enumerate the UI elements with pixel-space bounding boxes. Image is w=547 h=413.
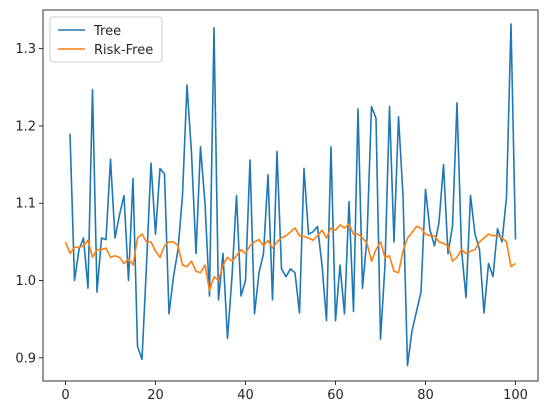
x-tick-label: 80 (417, 388, 434, 403)
x-tick-label: 100 (503, 388, 528, 403)
y-axis: 0.9 1.0 1.1 1.2 1.3 (15, 42, 43, 366)
series-line-risk-free (64, 223, 516, 292)
legend-box (49, 16, 163, 63)
x-tick-label: 20 (147, 388, 164, 403)
y-tick-label: 1.2 (15, 119, 36, 134)
y-tick-label: 0.9 (15, 351, 36, 366)
x-tick-label: 60 (327, 388, 344, 403)
y-tick-label: 1.3 (15, 42, 36, 57)
legend-label-tree: Tree (93, 24, 121, 39)
series-line-tree (69, 23, 517, 367)
legend-label-risk-free: Risk-Free (94, 43, 153, 58)
legend: Tree Risk-Free (49, 16, 163, 63)
x-tick-label: 0 (61, 388, 69, 403)
y-tick-label: 1.0 (15, 274, 36, 289)
x-tick-label: 40 (237, 388, 254, 403)
y-tick-label: 1.1 (15, 197, 36, 212)
x-axis: 0 20 40 60 80 100 (61, 381, 528, 403)
plot-background (43, 10, 538, 381)
plot-frame (42, 9, 539, 382)
series-layer (64, 23, 517, 367)
